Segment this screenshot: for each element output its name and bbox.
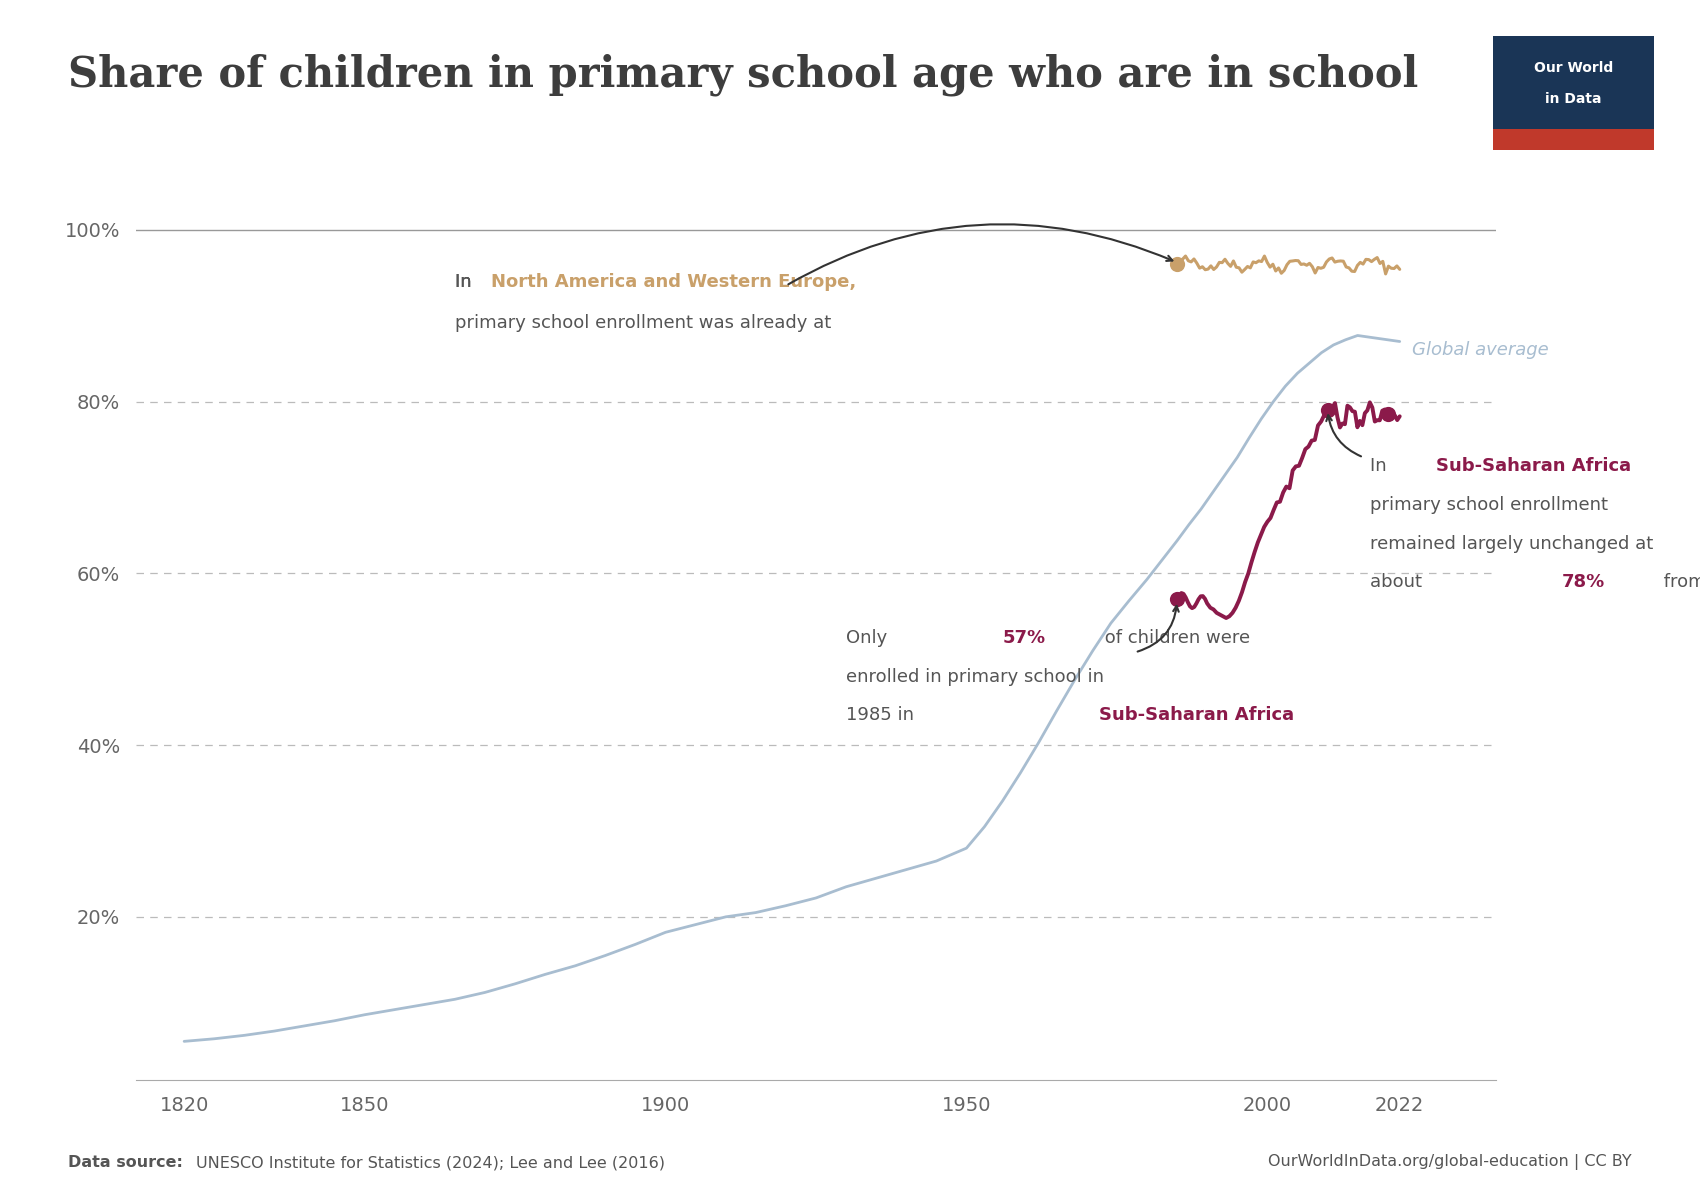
Text: OurWorldInData.org/global-education | CC BY: OurWorldInData.org/global-education | CC… (1268, 1154, 1632, 1170)
Text: from 2010 to 2022: from 2010 to 2022 (1659, 574, 1700, 592)
Text: Global average: Global average (1411, 341, 1549, 359)
Point (1314, 401, 1341, 420)
Point (1163, 254, 1190, 274)
Text: Sub-Saharan Africa: Sub-Saharan Africa (1098, 707, 1294, 725)
Text: 1985 in: 1985 in (847, 707, 920, 725)
Text: of children were: of children were (1098, 629, 1250, 647)
Text: In: In (1370, 457, 1392, 475)
Point (1163, 589, 1190, 608)
Text: North America and Western Europe,: North America and Western Europe, (491, 272, 857, 290)
Text: In: In (456, 272, 478, 290)
Bar (1493, 130, 1654, 150)
Text: remained largely unchanged at: remained largely unchanged at (1370, 535, 1652, 553)
Text: 78%: 78% (1562, 574, 1605, 592)
Text: enrolled in primary school in: enrolled in primary school in (847, 668, 1103, 686)
Text: Share of children in primary school age who are in school: Share of children in primary school age … (68, 54, 1418, 96)
Text: primary school enrollment was already at: primary school enrollment was already at (456, 314, 836, 332)
Text: In: In (456, 272, 478, 290)
Text: primary school enrollment: primary school enrollment (1370, 496, 1608, 514)
Text: Sub-Saharan Africa: Sub-Saharan Africa (1436, 457, 1630, 475)
Text: In ​: In ​ (456, 272, 478, 290)
Text: Only: Only (847, 629, 893, 647)
Text: Our World: Our World (1533, 61, 1613, 74)
Point (1374, 404, 1401, 424)
Text: about: about (1370, 574, 1428, 592)
Text: UNESCO Institute for Statistics (2024); Lee and Lee (2016): UNESCO Institute for Statistics (2024); … (196, 1154, 665, 1170)
Text: in Data: in Data (1545, 91, 1601, 106)
Text: Data source:: Data source: (68, 1154, 184, 1170)
Text: 57%: 57% (1003, 629, 1046, 647)
